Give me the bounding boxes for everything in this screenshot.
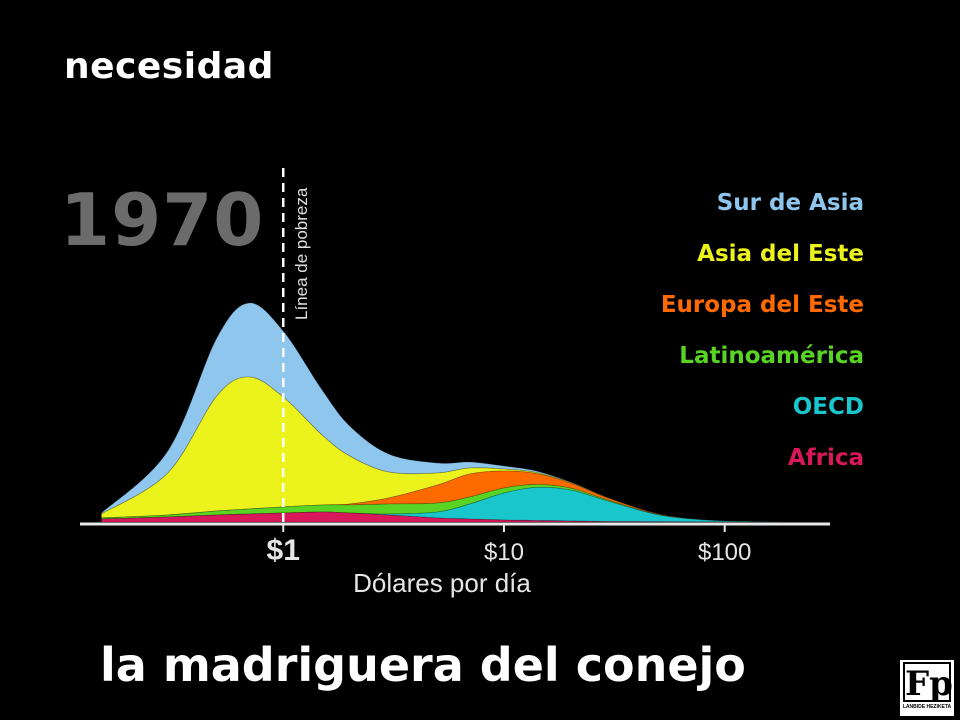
- x-tick-labels: $1 $10 $100: [267, 524, 751, 567]
- x-tick-label: $10: [484, 539, 524, 566]
- legend-item-latinoam-rica: Latinoamérica: [679, 343, 864, 369]
- stacked-areas: [101, 302, 792, 523]
- area-africa: [101, 511, 792, 523]
- x-tick-label: $100: [698, 539, 751, 566]
- legend-item-africa: Africa: [787, 445, 864, 471]
- x-tick-label: $1: [267, 534, 300, 567]
- poverty-line-label: Línea de pobreza: [292, 187, 311, 320]
- fp-logo: Fp LANBIDE HEZIKETA: [900, 660, 954, 716]
- x-axis-label: Dólares por día: [353, 568, 531, 598]
- logo-mark: Fp: [903, 662, 953, 704]
- slide-heading: necesidad: [64, 46, 274, 87]
- legend-item-oecd: OECD: [792, 394, 864, 420]
- logo-subtitle: LANBIDE HEZIKETA: [902, 704, 952, 710]
- legend-item-sur-de-asia: Sur de Asia: [716, 190, 864, 216]
- legend-item-asia-del-este: Asia del Este: [697, 241, 864, 267]
- slide-footer: la madriguera del conejo: [100, 638, 746, 692]
- year-label: 1970: [60, 178, 265, 262]
- legend-item-europa-del-este: Europa del Este: [660, 292, 864, 318]
